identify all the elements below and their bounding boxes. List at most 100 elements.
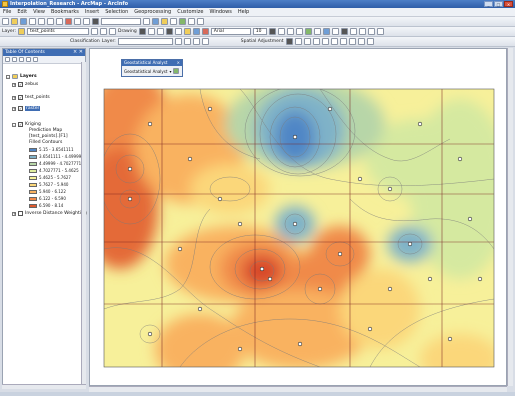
collapse-icon[interactable]: -	[6, 74, 10, 79]
catalog-window-icon[interactable]	[161, 18, 168, 25]
pan-icon[interactable]	[295, 28, 303, 35]
find-icon[interactable]	[358, 28, 366, 35]
rotate-icon[interactable]	[147, 28, 155, 35]
zoom-in-icon[interactable]	[99, 28, 107, 35]
spatial-adjustment-label[interactable]: Spatial Adjustment	[240, 39, 284, 44]
layer-checkbox[interactable]: ✓	[18, 106, 23, 111]
list-by-selection-icon[interactable]	[26, 57, 31, 62]
close-icon[interactable]: × ✕	[73, 49, 83, 55]
collapse-icon[interactable]: +	[12, 95, 16, 100]
save-icon[interactable]	[20, 18, 27, 25]
link-table-icon[interactable]	[321, 38, 329, 45]
toc-layer-zebus[interactable]: + ✓ zebus	[12, 82, 38, 87]
forward-extent-icon[interactable]	[331, 28, 339, 35]
copy-icon[interactable]	[47, 18, 54, 25]
preview-icon[interactable]	[330, 38, 338, 45]
toc-window-icon[interactable]	[152, 18, 159, 25]
fill-color-icon[interactable]	[174, 28, 182, 35]
map-horizontal-scrollbar[interactable]	[89, 386, 507, 392]
measure-icon[interactable]	[367, 28, 375, 35]
editor-icon[interactable]	[143, 18, 150, 25]
menu-edit[interactable]: Edit	[17, 9, 28, 15]
map-display[interactable]	[89, 48, 507, 386]
python-window-icon[interactable]	[188, 18, 195, 25]
add-data-icon[interactable]	[92, 18, 99, 25]
undo-icon[interactable]	[74, 18, 81, 25]
maximize-button[interactable]: □	[494, 1, 503, 7]
list-by-drawing-order-icon[interactable]	[5, 57, 10, 62]
menu-windows[interactable]: Windows	[209, 9, 232, 15]
font-dropdown[interactable]: Arial	[210, 28, 251, 35]
back-extent-icon[interactable]	[322, 28, 330, 35]
zoom-out-icon[interactable]	[108, 28, 116, 35]
menu-help[interactable]: Help	[237, 9, 250, 15]
menu-bookmarks[interactable]: Bookmarks	[50, 9, 79, 15]
options-icon[interactable]	[33, 57, 38, 62]
collapse-icon[interactable]: +	[12, 106, 16, 111]
highlight-icon[interactable]	[183, 28, 191, 35]
font-size-dropdown[interactable]: 10	[252, 28, 267, 35]
model-builder-icon[interactable]	[197, 18, 204, 25]
scale-dropdown[interactable]	[101, 18, 141, 25]
collapse-icon[interactable]: +	[12, 82, 16, 87]
layer-checkbox[interactable]: ✓	[18, 82, 23, 87]
menu-selection[interactable]: Selection	[105, 9, 129, 15]
layer-dropdown[interactable]: test_points	[26, 28, 89, 35]
adjust-icon[interactable]	[348, 38, 356, 45]
toc-layer-raster[interactable]: + ✓ raster	[12, 106, 41, 111]
minimize-button[interactable]: _	[484, 1, 493, 7]
menu-geoprocessing[interactable]: Geoprocessing	[134, 9, 172, 15]
new-displacement-icon[interactable]	[294, 38, 302, 45]
hyperlink-icon[interactable]	[376, 28, 384, 35]
classification-layer-dropdown[interactable]	[117, 38, 173, 45]
menu-customize[interactable]: Customize	[177, 9, 204, 15]
classify-icon[interactable]	[174, 38, 182, 45]
list-by-visibility-icon[interactable]	[19, 57, 24, 62]
toc-horizontal-scrollbar[interactable]	[2, 384, 86, 389]
layer-checkbox[interactable]: ✓	[18, 95, 23, 100]
rectangle-icon[interactable]	[156, 28, 164, 35]
bold-icon[interactable]	[268, 28, 276, 35]
select-features-icon[interactable]	[340, 28, 348, 35]
layer-checkbox[interactable]	[18, 211, 23, 216]
delete-icon[interactable]	[65, 18, 72, 25]
multi-displacement-icon[interactable]	[303, 38, 311, 45]
rubbersheet-icon[interactable]	[357, 38, 365, 45]
adjust-select-icon[interactable]	[285, 38, 293, 45]
redo-icon[interactable]	[83, 18, 90, 25]
menu-view[interactable]: View	[33, 9, 45, 15]
collapse-icon[interactable]: -	[12, 122, 16, 127]
arctoolbox-icon[interactable]	[179, 18, 186, 25]
settings-icon[interactable]	[201, 38, 209, 45]
collapse-icon[interactable]: +	[12, 211, 16, 216]
toc-vertical-scrollbar[interactable]	[81, 62, 86, 384]
close-icon[interactable]: ×	[176, 60, 180, 65]
chevron-down-icon[interactable]: ▾	[169, 68, 172, 74]
print-icon[interactable]	[29, 18, 36, 25]
chevron-down-icon[interactable]	[90, 28, 98, 35]
ga-wizard-icon[interactable]	[173, 68, 180, 74]
paste-icon[interactable]	[56, 18, 63, 25]
toc-layer-test-points[interactable]: + ✓ test_points	[12, 95, 50, 100]
select-elements-icon[interactable]	[138, 28, 146, 35]
full-extent-icon[interactable]	[304, 28, 312, 35]
underline-icon[interactable]	[286, 28, 294, 35]
font-color-icon[interactable]	[201, 28, 209, 35]
attribute-transfer-icon[interactable]	[339, 38, 347, 45]
toc-layer-idw[interactable]: + Inverse Distance Weighting	[12, 211, 87, 216]
drawing-label[interactable]: Drawing	[117, 29, 137, 34]
identify-icon[interactable]	[349, 28, 357, 35]
search-window-icon[interactable]	[170, 18, 177, 25]
toc-layer-kriging[interactable]: - ✓ Kriging	[12, 122, 41, 127]
map-vertical-scrollbar[interactable]	[507, 48, 513, 386]
edgematch-icon[interactable]	[366, 38, 374, 45]
fixed-zoom-icon[interactable]	[313, 28, 321, 35]
list-by-source-icon[interactable]	[12, 57, 17, 62]
text-icon[interactable]	[165, 28, 173, 35]
classification-label[interactable]: Classification	[70, 39, 100, 44]
menu-file[interactable]: File	[3, 9, 12, 15]
menu-insert[interactable]: Insert	[84, 9, 100, 15]
histogram-icon[interactable]	[183, 38, 191, 45]
line-color-icon[interactable]	[192, 28, 200, 35]
layers-root[interactable]: - Layers	[6, 74, 37, 79]
